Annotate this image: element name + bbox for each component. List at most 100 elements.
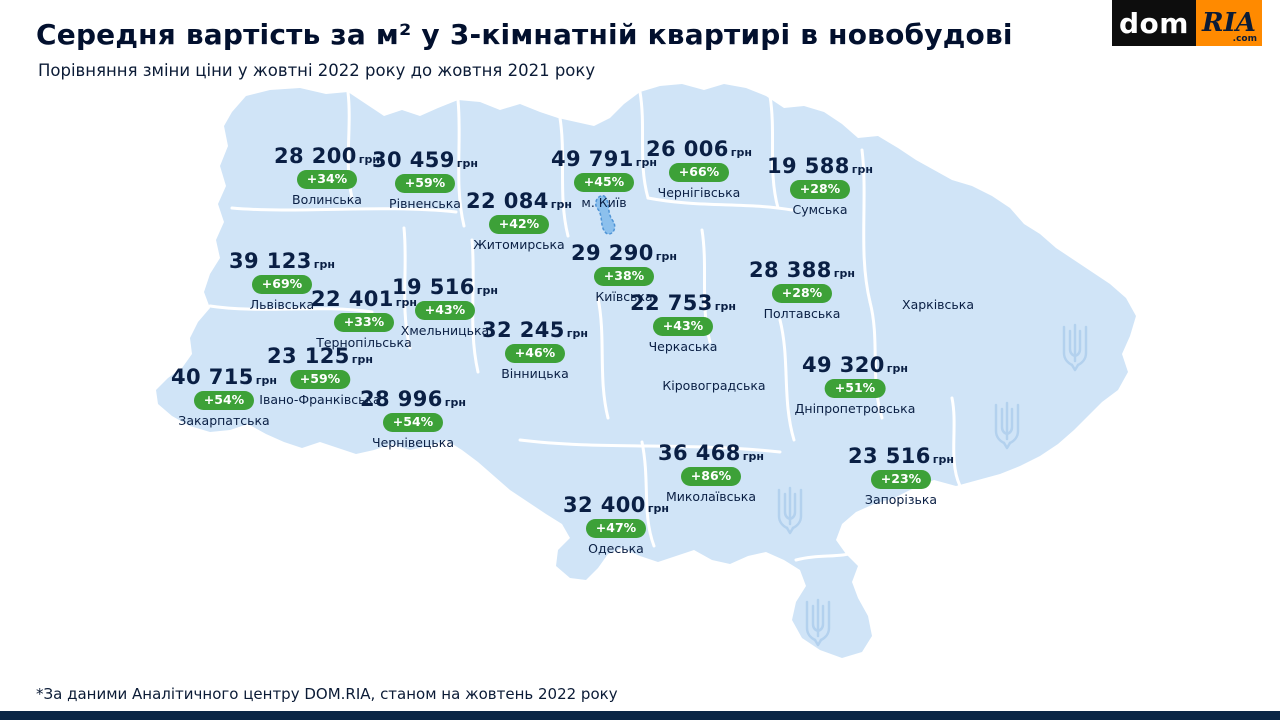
change-badge: +43%: [652, 317, 714, 336]
region-badge-row: +23%: [848, 470, 954, 489]
region-label: 19 516 грн +43% Хмельницька: [392, 277, 498, 338]
region-name: Сумська: [792, 201, 848, 217]
region-price-row: 28 996 грн: [360, 389, 466, 410]
region-price: 36 468: [657, 441, 741, 465]
region-label: 49 320 грн +51% Дніпропетровська: [795, 355, 916, 416]
region-name: Хмельницька: [400, 322, 490, 338]
currency-suffix: грн: [351, 353, 374, 366]
region-price-row: 23 516 грн: [848, 446, 954, 467]
ukraine-shape: [156, 84, 1136, 658]
region-label: 28 388 грн +28% Полтавська: [749, 260, 855, 321]
currency-suffix: грн: [655, 250, 678, 263]
currency-suffix: грн: [714, 300, 737, 313]
region-price-row: 28 388 грн: [749, 260, 855, 281]
currency-suffix: грн: [932, 453, 955, 466]
region-price: 32 400: [562, 493, 646, 517]
currency-suffix: грн: [647, 502, 670, 515]
currency-suffix: грн: [851, 163, 874, 176]
currency-suffix: грн: [730, 146, 753, 159]
region-name: Запорізька: [864, 491, 938, 507]
region-price: 22 401: [310, 287, 394, 311]
region-badge-row: +45%: [551, 173, 657, 192]
region-name: Тернопільська: [316, 334, 412, 350]
region-label: 39 123 грн +69% Львівська: [229, 251, 335, 312]
region-price: 28 200: [273, 144, 357, 168]
region-name: Кіровоградська: [662, 378, 766, 393]
change-badge: +42%: [488, 215, 550, 234]
region-badge-row: +54%: [360, 413, 466, 432]
region-badge-row: +47%: [563, 519, 669, 538]
kyiv-reservoir: [594, 194, 616, 235]
region-badge-row: +38%: [571, 267, 677, 286]
change-badge: +54%: [382, 413, 444, 432]
region-label: 36 468 грн +86% Миколаївська: [658, 443, 764, 504]
change-badge: +86%: [680, 467, 742, 486]
region-name: Волинська: [292, 191, 362, 207]
region-name: Полтавська: [763, 305, 841, 321]
region-price: 29 290: [570, 241, 654, 265]
page-subtitle: Порівняння зміни ціни у жовтні 2022 року…: [38, 61, 596, 80]
region-price-row: 32 400 грн: [563, 495, 669, 516]
region-price: 19 516: [391, 275, 475, 299]
region-price-row: 40 715 грн: [171, 367, 277, 388]
region-label: 22 753 грн +43% Черкаська: [630, 293, 736, 354]
region-name: Івано-Франківська: [259, 391, 381, 407]
currency-suffix: грн: [476, 284, 499, 297]
currency-suffix: грн: [833, 267, 856, 280]
region-badge-row: +54%: [171, 391, 277, 410]
region-price-row: 19 516 грн: [392, 277, 498, 298]
currency-suffix: грн: [313, 258, 336, 271]
region-badge-row: +34%: [274, 170, 380, 189]
region-price-row: 22 401 грн: [311, 289, 417, 310]
region-price-row: 49 791 грн: [551, 149, 657, 170]
region-price: 23 516: [847, 444, 931, 468]
region-badge-row: +28%: [749, 284, 855, 303]
currency-suffix: грн: [395, 296, 418, 309]
region-badge-row: +59%: [259, 370, 380, 389]
region-label: Харківська: [902, 294, 974, 312]
change-badge: +69%: [251, 275, 313, 294]
logo-com-text: .com: [1232, 34, 1257, 44]
region-name: Дніпропетровська: [794, 400, 916, 416]
page-title: Середня вартість за м² у 3-кімнатній ква…: [36, 18, 1013, 51]
region-badge-row: +69%: [229, 275, 335, 294]
region-price-row: 30 459 грн: [372, 150, 478, 171]
logo-dom-box: dom: [1112, 0, 1196, 46]
change-badge: +59%: [289, 370, 351, 389]
region-name: Чернігівська: [657, 184, 741, 200]
currency-suffix: грн: [255, 374, 278, 387]
region-label: 30 459 грн +59% Рівненська: [372, 150, 478, 211]
region-label: 26 006 грн +66% Чернігівська: [646, 139, 752, 200]
region-label: 22 084 грн +42% Житомирська: [466, 191, 572, 252]
region-name: Київська: [595, 288, 653, 304]
region-name: Чернівецька: [372, 434, 454, 450]
change-badge: +59%: [394, 174, 456, 193]
currency-suffix: грн: [566, 327, 589, 340]
region-label: 19 588 грн +28% Сумська: [767, 156, 873, 217]
change-badge: +47%: [585, 519, 647, 538]
region-price-row: 49 320 грн: [795, 355, 916, 376]
change-badge: +43%: [414, 301, 476, 320]
region-price-row: 23 125 грн: [259, 346, 380, 367]
change-badge: +38%: [593, 267, 655, 286]
region-price-row: 36 468 грн: [658, 443, 764, 464]
region-price: 22 084: [465, 189, 549, 213]
domria-logo: dom RIA .com: [1112, 0, 1262, 46]
footnote: *За даними Аналітичного центру DOM.RIA, …: [36, 685, 618, 703]
region-label: 23 125 грн +59% Івано-Франківська: [259, 346, 380, 407]
region-price-row: 28 200 грн: [274, 146, 380, 167]
region-price-row: 32 245 грн: [482, 320, 588, 341]
region-badge-row: +51%: [795, 379, 916, 398]
change-badge: +54%: [193, 391, 255, 410]
currency-suffix: грн: [635, 156, 658, 169]
currency-suffix: грн: [742, 450, 765, 463]
currency-suffix: грн: [550, 198, 573, 211]
region-price: 39 123: [228, 249, 312, 273]
region-price: 32 245: [481, 318, 565, 342]
region-label: 28 200 грн +34% Волинська: [274, 146, 380, 207]
region-label: 23 516 грн +23% Запорізька: [848, 446, 954, 507]
region-badge-row: +66%: [646, 163, 752, 182]
region-badge-row: +46%: [482, 344, 588, 363]
region-name: Житомирська: [473, 236, 565, 252]
